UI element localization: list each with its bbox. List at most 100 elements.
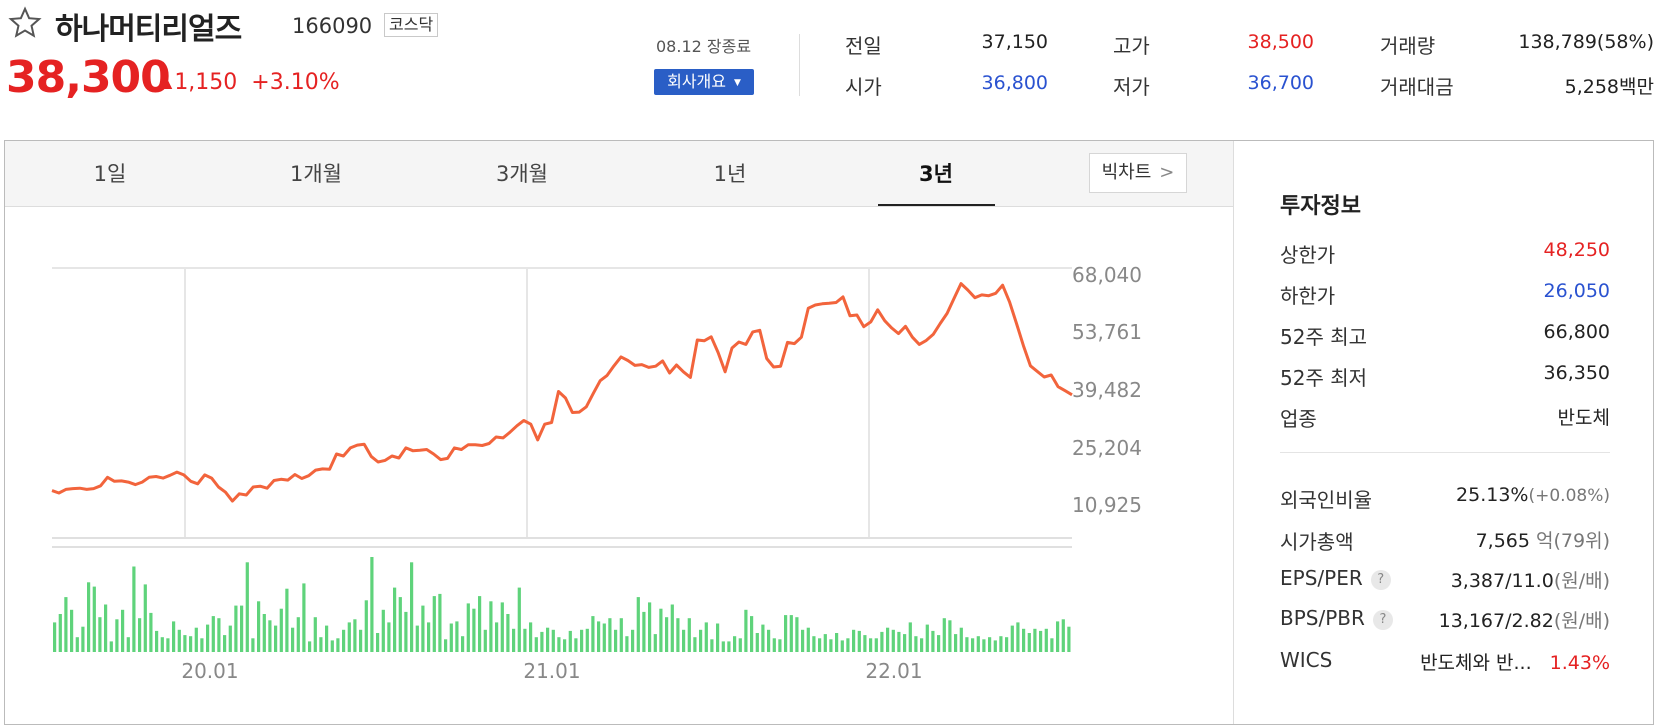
volume-bar — [908, 622, 912, 652]
volume-bar — [274, 625, 278, 652]
volume-bar — [75, 637, 79, 652]
help-icon[interactable]: ? — [1370, 570, 1391, 590]
volume-bar — [472, 608, 476, 652]
volume-bar — [245, 562, 249, 652]
volume-bar — [1039, 630, 1043, 652]
change-percent: +3.10% — [251, 70, 340, 95]
bps-pbr-value: 13,167/2.82(원/배) — [1439, 606, 1610, 633]
volume-bar — [852, 629, 856, 652]
volume-bar — [750, 616, 754, 652]
volume-bar — [183, 635, 187, 652]
volume-bar — [546, 627, 550, 652]
volume-bar — [835, 633, 839, 652]
upper-limit-value: 48,250 — [1543, 239, 1610, 261]
volume-bar — [999, 636, 1003, 652]
help-icon[interactable]: ? — [1372, 610, 1393, 630]
volume-bar — [138, 618, 142, 652]
volume-bar — [965, 637, 969, 652]
volume-bar — [92, 586, 96, 652]
volume-bar — [461, 636, 465, 652]
volume-bar — [937, 635, 941, 652]
volume-bar — [512, 628, 516, 652]
volume-bar — [631, 629, 635, 652]
volume-bar — [104, 604, 108, 652]
wics-value[interactable]: 반도체와 반... 1.43% — [1420, 648, 1610, 675]
favorite-star-icon[interactable] — [8, 6, 42, 40]
volume-bar — [172, 621, 176, 652]
tab-1y[interactable]: 1년 — [713, 162, 747, 186]
volume-bar — [619, 618, 623, 652]
volume-bar — [551, 629, 555, 652]
volume-bar — [279, 608, 283, 652]
current-price: 38,300 — [6, 52, 171, 103]
volume-bar — [716, 623, 720, 652]
volume-bar — [143, 584, 147, 652]
high52-label: 52주 최고 — [1280, 325, 1368, 349]
volume-bar — [767, 629, 771, 652]
volume-bar — [801, 629, 805, 652]
volume-bar — [687, 618, 691, 652]
volume-bar — [874, 638, 878, 652]
volume-bar — [336, 638, 340, 652]
volume-bar — [523, 628, 527, 652]
volume-bar — [699, 629, 703, 652]
volume-bar — [342, 629, 346, 652]
volume-bar — [721, 641, 725, 652]
y-tick-label: 68,040 — [1072, 263, 1142, 287]
volume-bar — [444, 639, 448, 652]
trade-value-unit: 백만 — [1619, 76, 1654, 98]
volume-bar — [614, 629, 618, 652]
volume-bar — [693, 637, 697, 652]
tab-1d[interactable]: 1일 — [93, 162, 127, 186]
volume-bar — [1027, 633, 1031, 652]
price-change: ▲1,150 +3.10% — [160, 70, 340, 95]
volume-bar — [189, 636, 193, 652]
summary-label-high: 고가 — [1113, 34, 1150, 58]
tab-1m[interactable]: 1개월 — [289, 162, 342, 186]
big-chart-button[interactable]: 빅차트 > — [1089, 153, 1187, 193]
stock-code: 166090 — [292, 14, 373, 38]
market-cap-label: 시가총액 — [1280, 530, 1354, 554]
wics-label: WICS — [1280, 648, 1333, 672]
summary-label-low: 저가 — [1113, 75, 1150, 99]
volume-bar — [98, 617, 102, 652]
volume-bar — [818, 638, 822, 652]
bps-pbr-label: BPS/PBR? — [1280, 606, 1393, 630]
active-tab-indicator — [878, 204, 995, 206]
volume-bar — [1067, 626, 1071, 652]
volume-bar — [376, 633, 380, 652]
y-tick-label: 53,761 — [1072, 320, 1142, 344]
volume-bar — [976, 636, 980, 652]
volume-bar — [432, 596, 436, 652]
change-amount: 1,150 — [174, 70, 238, 95]
volume-bar — [733, 636, 737, 652]
industry-value[interactable]: 반도체 — [1557, 407, 1610, 429]
volume-bar — [217, 618, 221, 652]
volume-bar — [149, 612, 153, 652]
volume-bar — [313, 617, 317, 652]
market-status: 08.12 장종료 — [656, 37, 752, 56]
company-overview-label: 회사개요 — [667, 72, 726, 91]
volume-bar — [438, 593, 442, 652]
tab-3m[interactable]: 3개월 — [495, 162, 548, 186]
volume-bar — [166, 638, 170, 652]
volume-bar — [959, 627, 963, 652]
volume-bar — [325, 625, 329, 652]
summary-value-low: 36,700 — [1247, 72, 1314, 94]
volume-bar — [455, 621, 459, 652]
volume-bar — [506, 614, 510, 652]
volume-bar — [993, 640, 997, 652]
volume-bar — [585, 628, 589, 652]
x-tick-label: 22.01 — [865, 659, 922, 683]
volume-bar — [897, 631, 901, 652]
volume-bar — [234, 605, 238, 652]
volume-bar — [574, 638, 578, 652]
tab-3y[interactable]: 3년 — [919, 162, 953, 186]
market-cap-value: 7,565 억(79위) — [1476, 526, 1610, 553]
volume-bar — [954, 634, 958, 652]
summary-label-volume: 거래량 — [1380, 34, 1436, 58]
low52-value: 36,350 — [1543, 362, 1610, 384]
header-divider — [799, 34, 800, 96]
volume-bar — [81, 626, 85, 652]
company-overview-button[interactable]: 회사개요 ▼ — [654, 69, 754, 95]
